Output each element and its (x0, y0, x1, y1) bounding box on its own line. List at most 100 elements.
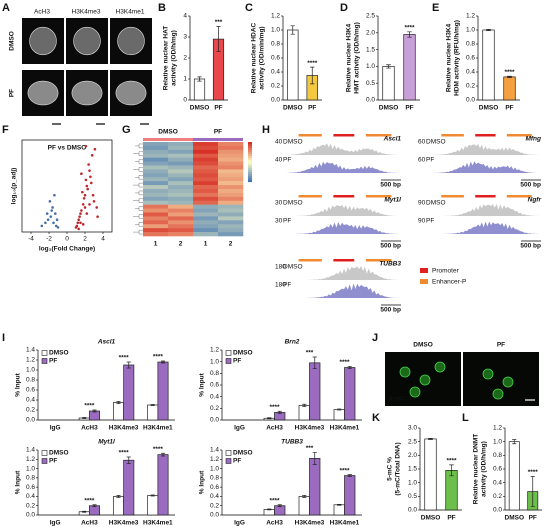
heat-cell (168, 145, 194, 151)
x-tick-label: DMSO (479, 105, 499, 112)
y-tick-label: 0.6 (271, 55, 280, 62)
x-tick-label: AcH3 (81, 520, 98, 527)
bar (123, 459, 135, 516)
heat-cell (168, 216, 194, 221)
y-tick-label: 0.0 (210, 417, 219, 424)
legend-swatch (225, 458, 232, 464)
x-tick-label: AcH3 (81, 425, 98, 432)
y-tick-label: 0.6 (493, 466, 502, 473)
column-label: 1 (204, 241, 208, 248)
point (81, 190, 84, 194)
legend-label: PF (233, 358, 241, 365)
point (90, 181, 93, 185)
bar (147, 404, 159, 421)
heat-cell (193, 212, 219, 217)
y-tick-label: 2.5 (366, 13, 375, 20)
x-axis-label: log₂(Fold Change) (39, 246, 95, 253)
x-tick-label: PF (529, 515, 537, 522)
y-tick-label: 1.0 (26, 465, 35, 472)
point (80, 172, 83, 176)
legend-label: DMSO (233, 350, 253, 357)
colorbar (248, 160, 252, 163)
panel-label: I (2, 332, 5, 344)
y-tick-label: 1.2 (26, 357, 35, 364)
y-axis-label: Relative nuclear DNMT (473, 434, 480, 504)
track-scale: 30 (275, 218, 283, 225)
heat-cell (218, 192, 244, 198)
bar (344, 367, 356, 421)
error-bar (486, 28, 491, 32)
point (92, 200, 96, 203)
legend-label: DMSO (49, 450, 69, 457)
y-tick-label: 0.0 (271, 97, 280, 104)
significance: **** (404, 25, 415, 32)
row-label: DMSO (9, 31, 16, 51)
y-tick-label: 1.0 (26, 367, 35, 374)
heat-cell (168, 157, 194, 162)
y-tick-label: 1 (183, 76, 187, 83)
x-tick-label: IgG (50, 425, 61, 432)
track-label: DMSO (426, 139, 446, 146)
nucleus (399, 366, 411, 378)
point (83, 206, 87, 209)
track-label: PF (283, 157, 291, 164)
heat-cell (193, 220, 219, 225)
track-scale: 30 (275, 200, 283, 207)
column-label: 2 (179, 241, 183, 248)
heat-cell (168, 177, 194, 182)
heat-cell (168, 185, 194, 190)
track-scale: 180 (275, 264, 286, 271)
significance: **** (84, 403, 95, 410)
heat-cell (143, 196, 169, 202)
x-tick-label: DMSO (190, 105, 210, 112)
panel-label: J (372, 332, 378, 344)
significance: **** (269, 498, 280, 505)
heat-cell (168, 200, 194, 205)
y-tick-label: 4 (183, 13, 187, 20)
column-label: 2 (229, 241, 233, 248)
panel-label: K (372, 412, 380, 424)
y-tick-label: 0.6 (466, 55, 475, 62)
point (45, 212, 49, 215)
heat-cell (218, 196, 244, 202)
track-scale: 60 (418, 139, 426, 146)
bar (193, 78, 206, 101)
heat-cell (143, 220, 169, 225)
error-bar (82, 510, 87, 513)
heat-cell (193, 224, 219, 229)
region (475, 134, 496, 137)
error-bar (347, 365, 352, 370)
bar (112, 496, 124, 516)
error-bar (267, 417, 272, 420)
legend-swatch (41, 350, 48, 356)
column-label: 1 (154, 241, 158, 248)
panel-label: G (122, 124, 131, 136)
y-tick-label: 0.6 (26, 387, 35, 394)
y-tick-label: 0 (183, 97, 187, 104)
y-tick-label: 0.2 (26, 407, 35, 414)
heat-cell (193, 165, 219, 170)
error-bar (507, 75, 512, 78)
heat-cell (193, 196, 219, 202)
chart-title: Brn2 (285, 339, 300, 346)
heat-cell (218, 169, 244, 174)
y-axis-label: Relative nuclear H3K4 (346, 23, 353, 92)
nucleus (419, 374, 431, 386)
heat-cell (218, 181, 244, 186)
colorbar (248, 144, 252, 147)
nucleus (71, 80, 103, 106)
y-axis-label: 5-mC % (387, 457, 394, 481)
y-tick-label: 1.0 (366, 63, 375, 70)
significance: **** (307, 60, 318, 67)
heat-cell (168, 173, 194, 178)
y-tick-label: 1.2 (210, 456, 219, 463)
heat-cell (193, 145, 219, 151)
error-bar (277, 504, 282, 507)
heat-cell (168, 181, 194, 186)
heat-cell (168, 204, 194, 209)
y-tick-label: 2 (183, 55, 187, 62)
y-tick-label: 0.8 (210, 475, 219, 482)
nucleus (482, 368, 494, 380)
y-axis-label: (5-mC/Total DNA) (395, 442, 402, 495)
significance: **** (446, 458, 457, 465)
